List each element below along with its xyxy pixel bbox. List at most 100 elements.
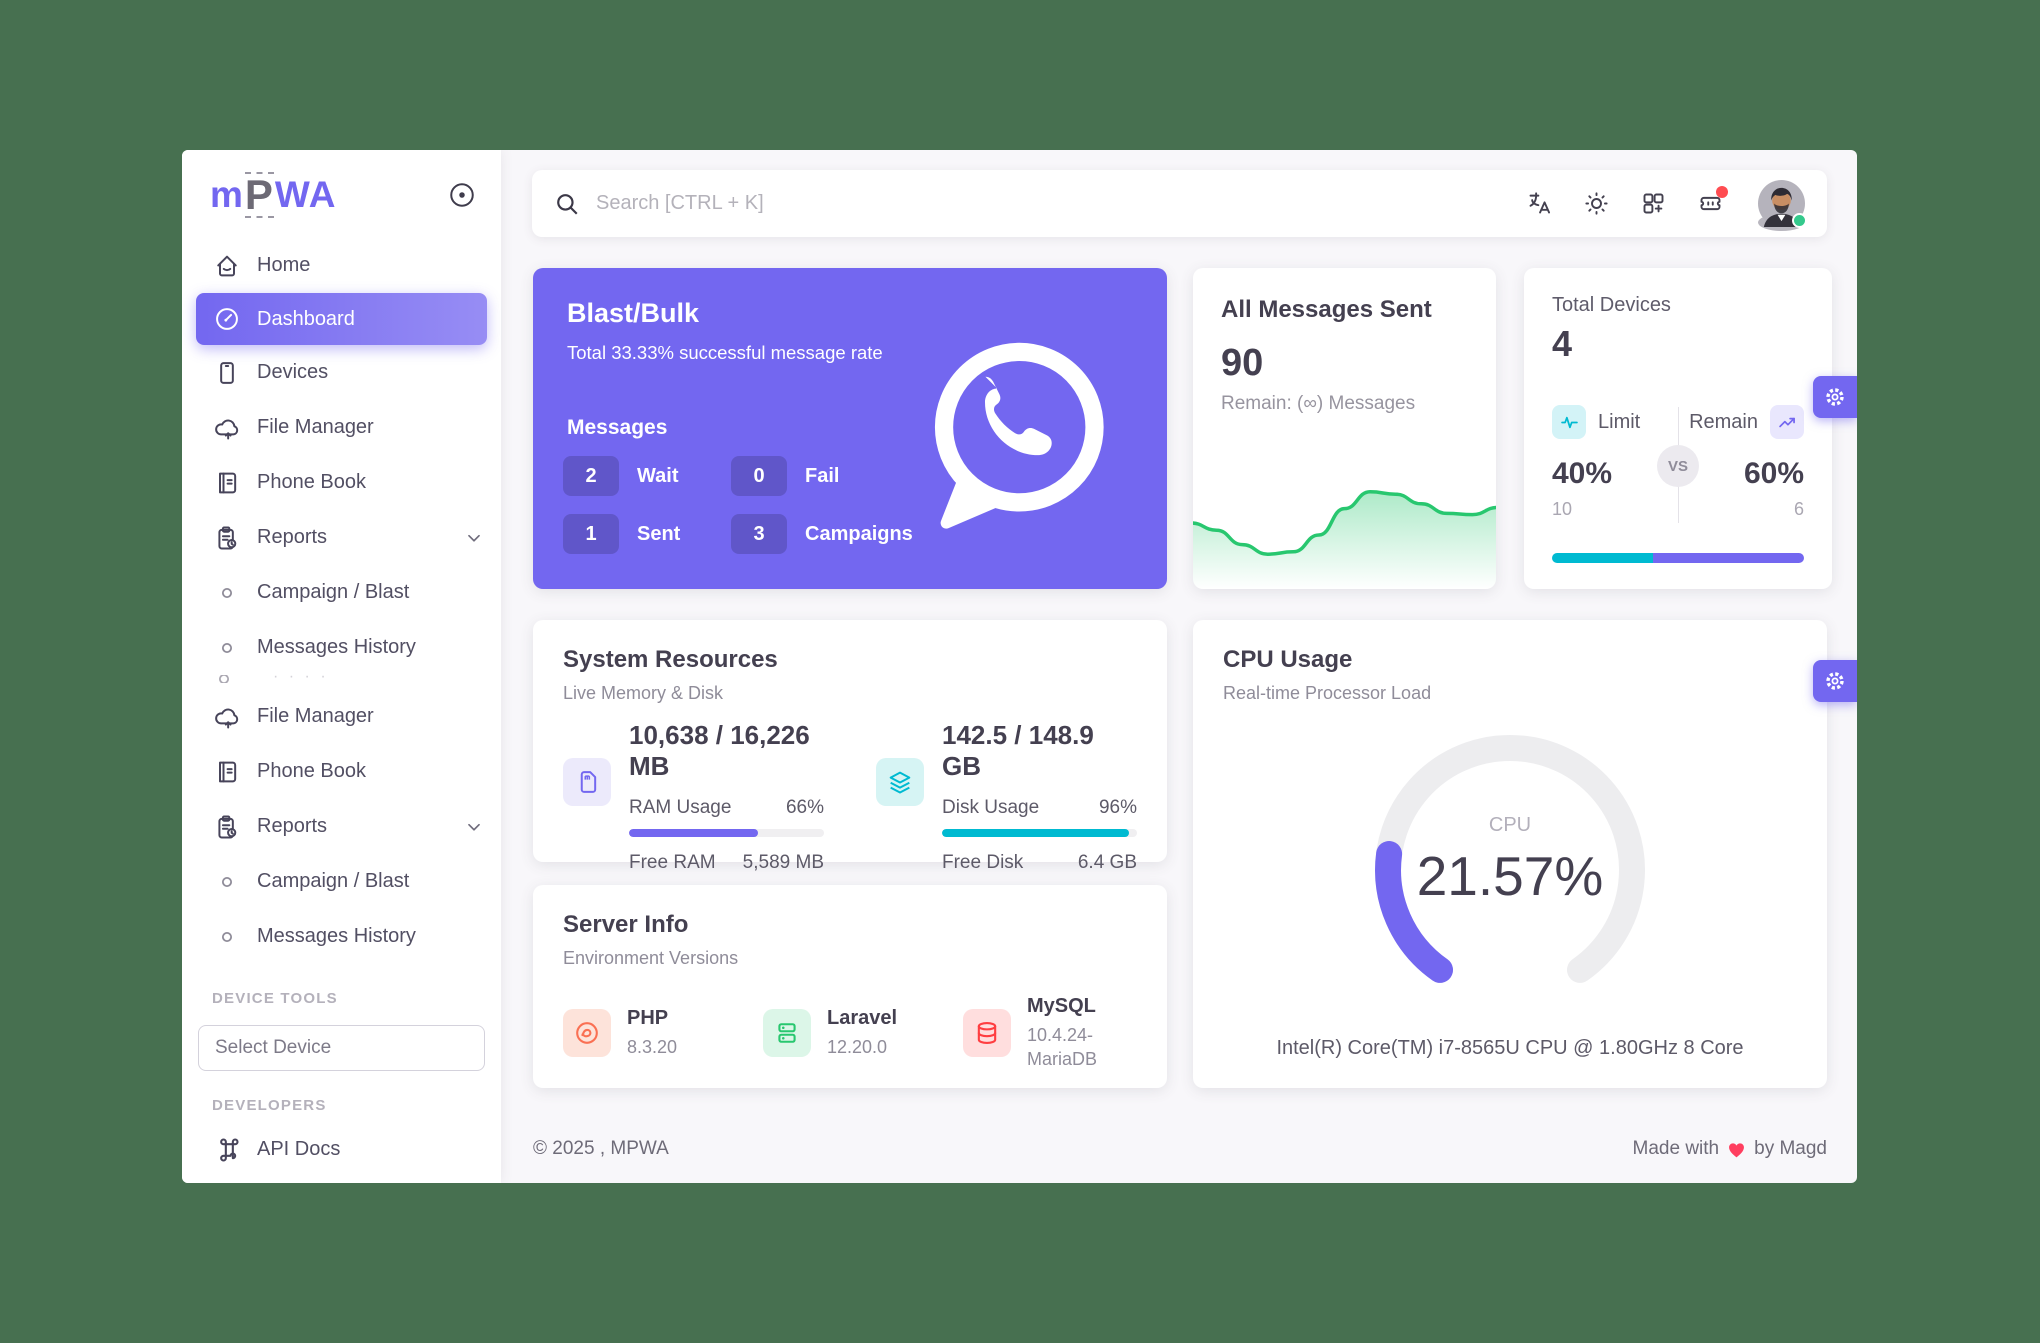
sidebar-item-label: API Docs xyxy=(257,1138,341,1160)
sidebar-item-phone-book[interactable]: Phone Book xyxy=(182,455,501,510)
total-devices-value: 4 xyxy=(1552,323,1573,364)
free-disk-value: 6.4 GB xyxy=(1077,852,1137,873)
server-versions-list: PHP 8.3.20 Laravel 12.20.0 MySQL 10.4.24-Mari… xyxy=(563,995,1137,1072)
free-ram-value: 5,589 MB xyxy=(742,852,824,873)
sidebar-item-home[interactable]: Home xyxy=(182,238,501,293)
ram-column: 10,638 / 16,226 MB RAM Usage 66% Free RA… xyxy=(563,720,824,874)
server-info-subtitle: Environment Versions xyxy=(563,948,739,968)
cpu-usage-subtitle: Real-time Processor Load xyxy=(1223,683,1432,703)
notification-badge xyxy=(1716,186,1728,198)
sidebar-item-phone-book-2[interactable]: Phone Book xyxy=(182,744,501,799)
sidebar-item-label: Reports xyxy=(257,815,328,837)
total-devices-card: Total Devices 4 VS Limit Remain xyxy=(1524,268,1832,589)
server-item-name: Laravel xyxy=(827,1007,898,1030)
laravel-icon xyxy=(763,1009,811,1058)
copyright-text: © 2025 , MPWA xyxy=(533,1138,669,1159)
blast-subtitle: Total 33.33% successful message rate xyxy=(567,342,883,363)
cpu-model-text: Intel(R) Core(TM) i7-8565U CPU @ 1.80GHz… xyxy=(1276,1037,1744,1059)
cpu-gauge-chart: CPU 21.57% xyxy=(1340,712,1680,1032)
settings-gear-button[interactable] xyxy=(1813,376,1857,418)
sidebar-item-label: File Manager xyxy=(257,705,374,727)
limit-label: Limit xyxy=(1598,410,1641,433)
sidebar-item-label: Reports xyxy=(257,526,328,548)
disk-progress-bar xyxy=(942,829,1137,837)
sidebar-item-reports-2[interactable]: Reports xyxy=(182,799,501,854)
clipped-nav-item: · · · · xyxy=(182,675,501,689)
blast-messages-label: Messages xyxy=(567,416,668,439)
phone-book-icon xyxy=(212,468,242,498)
devices-icon xyxy=(212,358,242,388)
phone-book-icon xyxy=(212,757,242,787)
server-item-laravel: Laravel 12.20.0 xyxy=(763,995,963,1072)
brand-logo[interactable]: m P WA xyxy=(210,171,337,218)
remain-count: 6 xyxy=(1793,499,1804,519)
limit-count: 10 xyxy=(1552,499,1573,519)
stat-label: Campaigns xyxy=(805,522,913,545)
sidebar-item-devices[interactable]: Devices xyxy=(182,345,501,400)
heart-icon xyxy=(1726,1139,1747,1160)
user-avatar[interactable] xyxy=(1758,180,1807,231)
blast-stat-sent: 1 Sent xyxy=(563,514,731,554)
sidebar-item-campaign-blast-2[interactable]: Campaign / Blast xyxy=(182,854,501,909)
app-window: m P WA Home Dashboard Devices File Manager Pho… xyxy=(182,150,1857,1183)
select-device-input[interactable] xyxy=(198,1025,485,1071)
file-manager-icon xyxy=(212,413,242,443)
remain-percent: 60% xyxy=(1743,457,1804,490)
sidebar-item-reports[interactable]: Reports xyxy=(182,510,501,565)
dashboard-icon xyxy=(212,304,242,334)
sidebar-item-file-manager-2[interactable]: File Manager xyxy=(182,689,501,744)
sidebar-item-messages-history[interactable]: Messages History xyxy=(182,620,501,675)
ram-total: 10,638 / 16,226 MB xyxy=(629,720,810,781)
disk-column: 142.5 / 148.9 GB Disk Usage 96% Free Dis… xyxy=(876,720,1137,874)
language-icon[interactable] xyxy=(1526,190,1553,217)
settings-gear-button-2[interactable] xyxy=(1813,660,1857,702)
server-item-mysql: MySQL 10.4.24-MariaDB xyxy=(963,995,1137,1072)
chevron-down-icon xyxy=(463,527,485,549)
app-footer: © 2025 , MPWA Made with by Magd xyxy=(533,1138,1827,1160)
sidebar-item-label: Campaign / Blast xyxy=(257,581,410,603)
dot-icon xyxy=(212,578,242,608)
chevron-down-icon xyxy=(463,816,485,838)
reports-icon xyxy=(212,812,242,842)
search-icon xyxy=(554,191,580,217)
sidebar-item-file-manager[interactable]: File Manager xyxy=(182,400,501,455)
dot-icon xyxy=(212,922,242,952)
sidebar-item-dashboard[interactable]: Dashboard xyxy=(196,293,487,345)
theme-icon[interactable] xyxy=(1583,190,1610,217)
blast-stat-fail: 0 Fail xyxy=(731,456,913,496)
all-messages-value: 90 xyxy=(1221,342,1264,384)
developers-section-label: DEVELOPERS xyxy=(212,1097,327,1114)
ram-usage-label: RAM Usage xyxy=(629,797,732,818)
whatsapp-icon xyxy=(903,320,1131,548)
topbar xyxy=(532,170,1827,237)
server-item-version: 10.4.24-MariaDB xyxy=(1027,1025,1098,1070)
system-resources-subtitle: Live Memory & Disk xyxy=(563,683,724,703)
cpu-usage-card: CPU Usage Real-time Processor Load CPU 2… xyxy=(1193,620,1827,1088)
limit-activity-icon xyxy=(1552,405,1586,439)
notifications-icon[interactable] xyxy=(1697,186,1728,217)
blast-stat-campaigns: 3 Campaigns xyxy=(731,514,913,554)
home-icon xyxy=(212,251,242,281)
stat-value-badge: 1 xyxy=(563,514,619,554)
sidebar-item-label: Messages History xyxy=(257,636,416,658)
sidebar-item-messages-history-2[interactable]: Messages History xyxy=(182,909,501,964)
dot-icon xyxy=(212,867,242,897)
sidebar-collapse-icon[interactable] xyxy=(447,180,477,210)
disk-usage-percent: 96% xyxy=(1098,797,1137,818)
ram-usage-percent: 66% xyxy=(785,797,824,818)
server-item-name: PHP xyxy=(627,1007,669,1030)
search-input[interactable] xyxy=(596,192,1526,215)
disk-total: 142.5 / 148.9 GB xyxy=(942,720,1094,781)
file-manager-icon xyxy=(212,702,242,732)
sidebar-item-label: Messages History xyxy=(257,925,416,947)
apps-icon[interactable] xyxy=(1640,190,1667,217)
sidebar-item-api-docs[interactable]: API Docs xyxy=(182,1122,501,1177)
server-item-version: 8.3.20 xyxy=(627,1037,678,1058)
stat-value-badge: 0 xyxy=(731,456,787,496)
sidebar-item-label: Devices xyxy=(257,361,329,383)
blast-bulk-card: Blast/Bulk Total 33.33% successful messa… xyxy=(533,268,1167,589)
all-messages-card: All Messages Sent 90 Remain: (∞) Message… xyxy=(1193,268,1496,589)
sidebar-item-campaign-blast[interactable]: Campaign / Blast xyxy=(182,565,501,620)
cpu-usage-title: CPU Usage xyxy=(1223,646,1353,673)
author-text: by Magd xyxy=(1754,1138,1827,1159)
